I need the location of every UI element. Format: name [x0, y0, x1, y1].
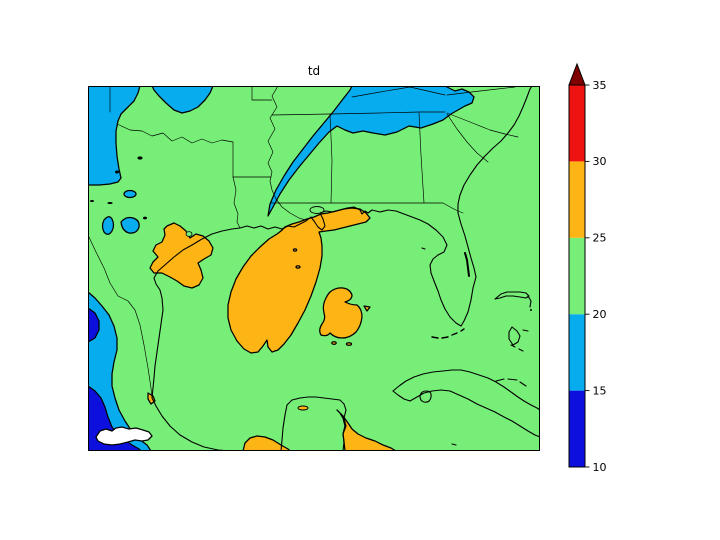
coastlines — [151, 86, 540, 451]
colorbar-tick-label: 10 — [593, 461, 607, 474]
band-25-30-texas-coast-blob — [149, 222, 214, 289]
yucatan-coast — [280, 396, 347, 451]
band-25-30-speck-4 — [295, 265, 301, 269]
bahamas-andros — [508, 326, 529, 346]
border-va-nc — [446, 86, 516, 96]
colorbar-band-20-25 — [569, 237, 585, 315]
gulf-atlantic-coast — [151, 86, 533, 399]
colorbar-tick-label: 15 — [593, 384, 607, 397]
colorbar-tick-label: 30 — [593, 155, 607, 168]
cuba-south-coast — [392, 389, 540, 438]
band-15-20-top-lobe — [151, 86, 214, 114]
border-missouri-corner — [251, 86, 273, 101]
border-sc-ga — [446, 113, 489, 163]
border-al-ga — [418, 112, 425, 204]
band-25-30-speck-1 — [331, 341, 337, 345]
texas-specks — [90, 156, 147, 220]
colorbar-extend-triangle — [568, 62, 586, 86]
band-25-30-regions — [147, 207, 397, 451]
florida-keys — [431, 328, 465, 339]
isle-of-youth — [419, 390, 432, 403]
band-15-20-texas-pocket-3 — [120, 216, 140, 234]
border-tennessee-south — [271, 111, 446, 116]
band-15-20-texas-pocket-1 — [123, 189, 137, 199]
colorbar: 10 15 20 25 30 35 — [568, 62, 607, 474]
band-below-10-pocket — [95, 426, 153, 446]
border-ms-al — [329, 113, 333, 204]
border-ky-va — [351, 86, 446, 98]
border-nc-sc — [446, 112, 519, 138]
lake-pontchartrain — [309, 206, 325, 214]
yucatan-lagoon — [297, 405, 309, 411]
border-mississippi-river — [267, 86, 307, 221]
colorbar-band-30-35 — [569, 85, 585, 162]
band-25-30-gulf-blob — [319, 287, 363, 339]
band-20-25-hole-in-texas-blob — [185, 231, 193, 237]
cuba-north-coast — [392, 369, 540, 411]
band-25-30-speck-2 — [345, 342, 353, 346]
band-25-30-speck-triangle — [363, 305, 371, 312]
plot-title: td — [307, 64, 321, 78]
florida-lake-streak — [464, 252, 470, 277]
band-25-30-speck-3 — [292, 248, 298, 252]
mexico-coast — [151, 397, 233, 451]
band-15-20-texas-pocket-2 — [101, 216, 115, 235]
bahamas-dot — [530, 309, 532, 311]
colorbar-tick-label: 35 — [593, 79, 607, 92]
band-15-20-nw-wedge — [88, 86, 141, 186]
band-15-20-tennessee-swath — [267, 86, 475, 217]
state-borders — [88, 86, 519, 399]
colorbar-band-15-20 — [569, 314, 585, 391]
axes-border — [88, 86, 540, 451]
island-off-florida — [421, 247, 426, 250]
colorbar-tick-label: 20 — [593, 308, 607, 321]
colorbar-outline — [568, 84, 586, 468]
band-25-30-yucatan-east — [336, 409, 397, 451]
contour-map — [88, 86, 540, 451]
colorbar-band-25-30 — [569, 161, 585, 238]
cuba-cays — [495, 344, 527, 387]
colorbar-tick-label: 25 — [593, 232, 607, 245]
bahamas-grand-abaco — [494, 291, 532, 308]
colorbar-band-10-15 — [569, 390, 585, 467]
rio-grande-river — [88, 234, 153, 399]
border-red-river — [116, 123, 234, 144]
border-tx-la — [232, 176, 241, 229]
cayman-dot — [451, 443, 457, 446]
band-10-15-core-upper — [88, 307, 100, 343]
